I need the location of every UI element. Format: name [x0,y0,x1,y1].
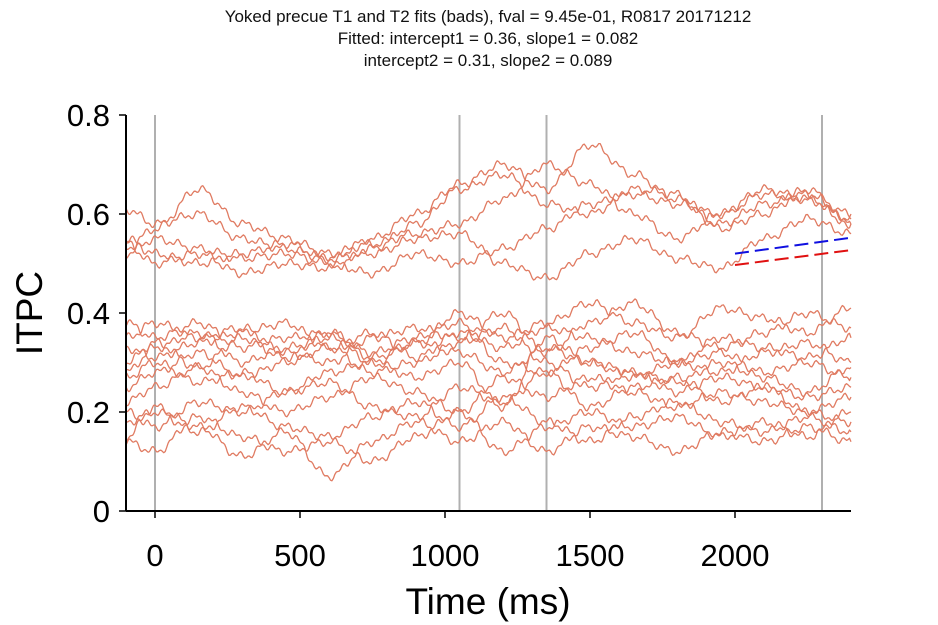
itpc-trace-4 [125,184,852,279]
itpc-trace-9 [125,329,852,382]
y-ticks: 0 0.2 0.4 0.6 0.8 [67,98,126,529]
x-axis-title: Time (ms) [405,581,570,622]
itpc-trace-12 [125,362,852,418]
chart-title: Yoked precue T1 and T2 fits (bads), fval… [0,6,938,72]
fit-lines [734,236,852,266]
itpc-trace-15 [125,403,852,482]
fit-line-2 [734,249,852,266]
itpc-traces [125,142,852,482]
x-tick-label-0: 0 [146,538,163,573]
itpc-trace-16 [125,408,852,465]
x-ticks: 0 500 1000 1500 2000 [146,511,769,573]
itpc-trace-0 [125,208,852,281]
y-tick-label-2: 0.4 [67,296,110,331]
itpc-trace-2 [125,170,852,279]
itpc-trace-5 [125,299,852,361]
x-tick-label-2: 1000 [411,538,480,573]
y-axis-title: ITPC [9,271,50,355]
itpc-trace-11 [125,322,852,402]
chart-title-line-3: intercept2 = 0.31, slope2 = 0.089 [363,51,613,70]
chart-title-line-1: Yoked precue T1 and T2 fits (bads), fval… [224,7,752,26]
y-tick-label-1: 0.2 [67,395,110,430]
x-tick-label-1: 500 [274,538,326,573]
fit-line-1 [734,236,852,255]
itpc-trace-6 [125,298,852,367]
itpc-trace-13 [125,369,852,432]
x-tick-label-3: 1500 [556,538,625,573]
chart-title-line-2: Fitted: intercept1 = 0.36, slope1 = 0.08… [337,29,639,48]
itpc-trace-8 [125,317,852,378]
y-tick-label-4: 0.8 [67,98,110,133]
x-tick-label-4: 2000 [701,538,770,573]
itpc-trace-1 [125,142,852,268]
y-tick-label-3: 0.6 [67,197,110,232]
y-tick-label-0: 0 [93,494,110,529]
itpc-trace-14 [125,393,852,444]
